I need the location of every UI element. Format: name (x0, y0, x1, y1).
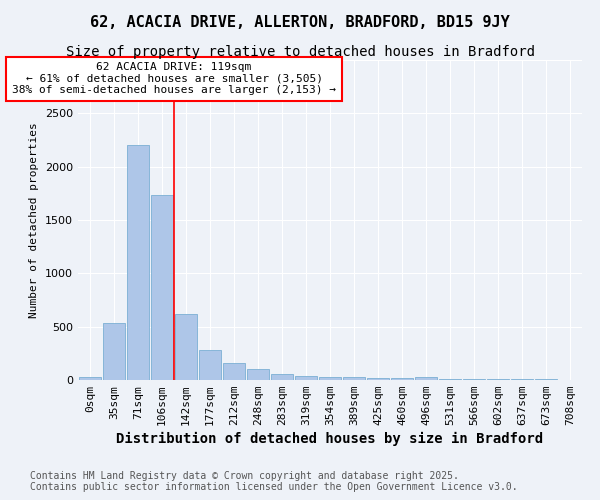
Bar (271, 374, 293, 380)
Bar (319, 377, 341, 380)
Bar (199, 350, 221, 380)
Bar (463, 379, 485, 380)
Bar (79, 378, 101, 380)
Bar (151, 196, 173, 380)
Bar (391, 378, 413, 380)
Bar (295, 376, 317, 380)
Y-axis label: Number of detached properties: Number of detached properties (29, 122, 40, 318)
Text: Contains HM Land Registry data © Crown copyright and database right 2025.
Contai: Contains HM Land Registry data © Crown c… (30, 471, 518, 492)
Bar (247, 370, 269, 380)
Bar (223, 364, 245, 380)
Bar (103, 324, 125, 380)
Text: 62 ACACIA DRIVE: 119sqm
← 61% of detached houses are smaller (3,505)
38% of semi: 62 ACACIA DRIVE: 119sqm ← 61% of detache… (12, 62, 336, 96)
Bar (415, 377, 437, 380)
Text: 62, ACACIA DRIVE, ALLERTON, BRADFORD, BD15 9JY: 62, ACACIA DRIVE, ALLERTON, BRADFORD, BD… (90, 15, 510, 30)
Bar (343, 378, 365, 380)
Bar (175, 314, 197, 380)
Text: Size of property relative to detached houses in Bradford: Size of property relative to detached ho… (65, 45, 535, 59)
Bar (127, 146, 149, 380)
Bar (367, 378, 389, 380)
X-axis label: Distribution of detached houses by size in Bradford: Distribution of detached houses by size … (116, 432, 544, 446)
